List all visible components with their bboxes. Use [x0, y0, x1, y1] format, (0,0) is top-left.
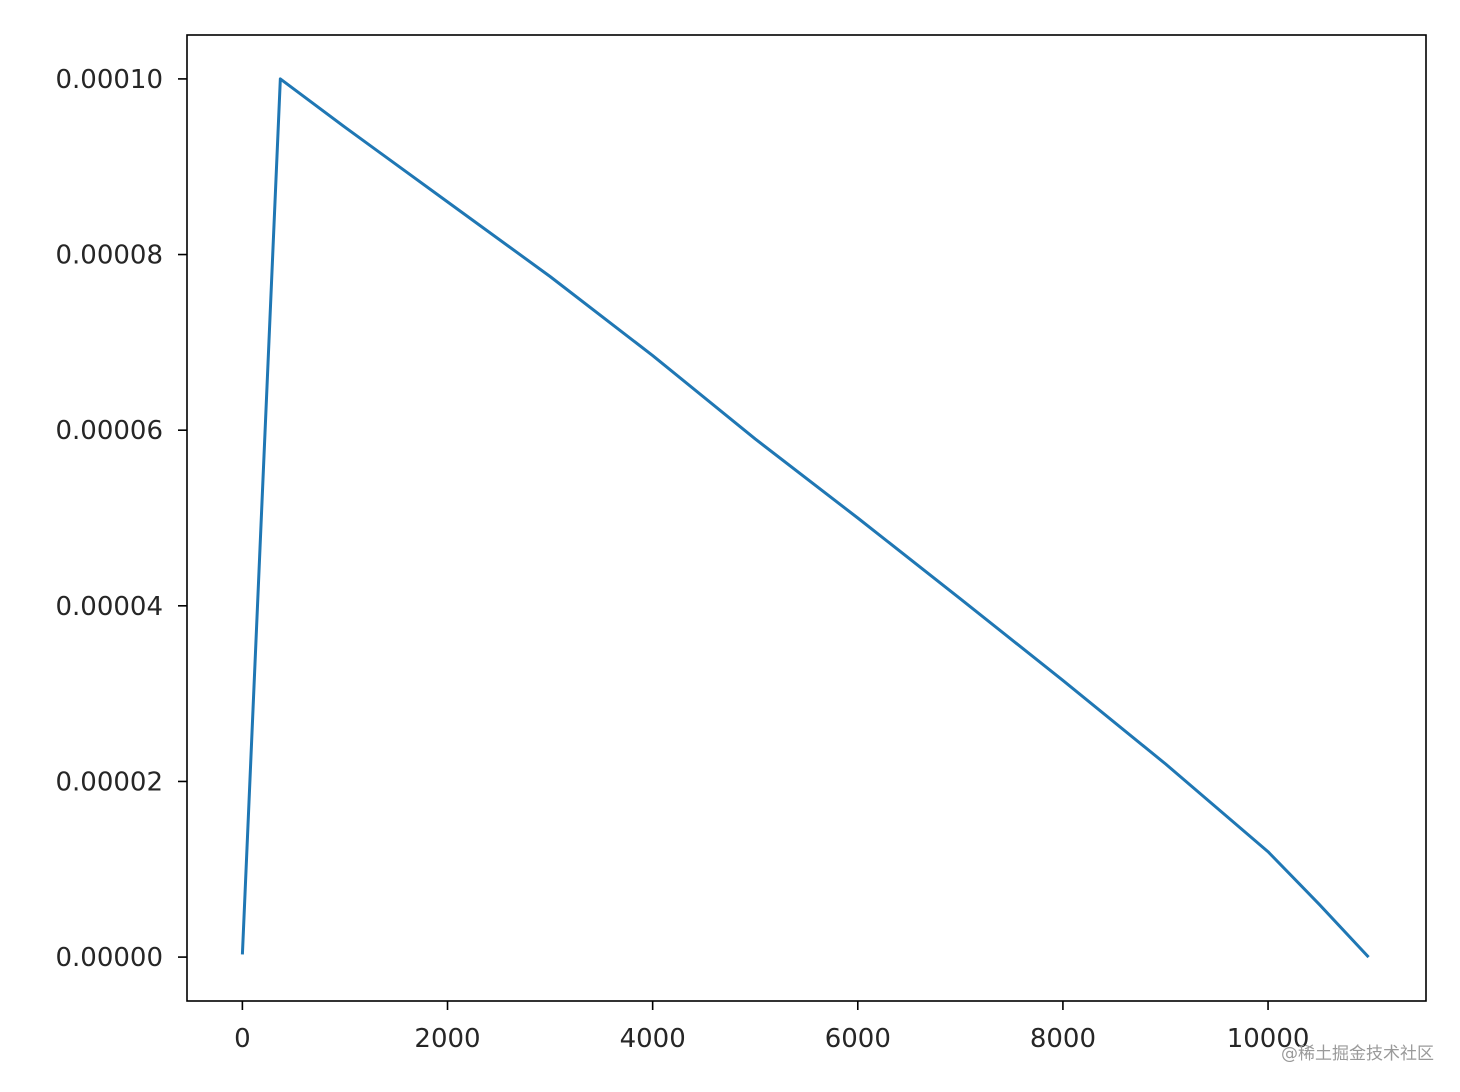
y-tick-label: 0.00010 — [55, 65, 163, 95]
x-tick-label: 8000 — [1030, 1024, 1096, 1054]
y-tick-label: 0.00006 — [55, 416, 163, 446]
x-tick-label: 2000 — [414, 1024, 480, 1054]
x-tick-label: 6000 — [825, 1024, 891, 1054]
x-tick-label: 10000 — [1227, 1024, 1310, 1054]
x-tick-label: 4000 — [620, 1024, 686, 1054]
y-tick-label: 0.00004 — [55, 592, 163, 622]
x-axis: 0 2000 4000 6000 8000 10000 — [234, 1001, 1309, 1054]
series-layer — [240, 77, 1370, 959]
y-tick-label: 0.00008 — [55, 241, 163, 271]
y-tick-label: 0.00002 — [55, 767, 163, 797]
series-line — [240, 77, 1370, 959]
y-axis: 0.00000 0.00002 0.00004 0.00006 0.00008 0.000… — [55, 65, 187, 973]
watermark-text: @稀土掘金技术社区 — [1281, 1044, 1434, 1064]
plot-frame — [186, 34, 1427, 1002]
plot-area — [187, 35, 1426, 1001]
x-tick-label: 0 — [234, 1024, 251, 1054]
y-tick-label: 0.00000 — [55, 943, 163, 973]
